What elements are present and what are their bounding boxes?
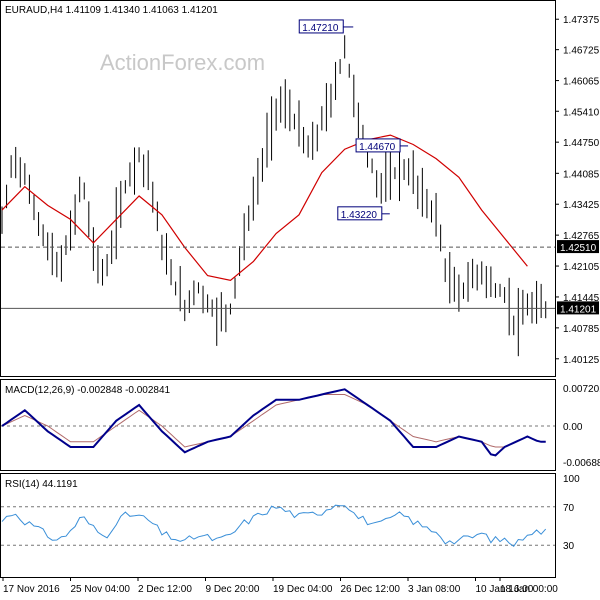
annotation-label: 1.44670 xyxy=(359,142,396,153)
level-price-box xyxy=(557,240,599,254)
rsi-y-axis: 100 70 30 xyxy=(563,474,580,552)
price-tick-label: 1.47375 xyxy=(563,15,600,26)
macd-main-line xyxy=(1,388,546,457)
rsi-lines xyxy=(1,504,555,548)
price-tick-label: 1.46725 xyxy=(563,46,600,57)
x-tick-label: 10 Jan 16:00 xyxy=(476,584,534,595)
annotation-box xyxy=(298,19,344,34)
level-price-box xyxy=(557,301,599,315)
macd-tick-label: -0.006888 xyxy=(563,458,600,469)
price-levels: 1.42510 1.41201 xyxy=(1,240,599,315)
macd-lines xyxy=(1,388,555,457)
price-tick-label: 1.45410 xyxy=(563,107,600,118)
price-tick-label: 1.42765 xyxy=(563,231,600,242)
macd-y-axis: 0.007201 0.00 -0.006888 xyxy=(563,384,600,469)
x-axis: 17 Nov 2016 25 Nov 04:00 2 Dec 12:00 9 Dec … xyxy=(2,577,558,595)
annotation-label: 1.43220 xyxy=(341,210,378,221)
moving-average xyxy=(1,134,528,281)
price-tick-label: 1.46065 xyxy=(563,77,600,88)
price-tick-label: 1.44085 xyxy=(563,169,600,180)
price-annotations: 1.47210 1.44670 1.43220 xyxy=(298,19,409,221)
moving-average-line xyxy=(1,134,528,281)
macd-panel-frame xyxy=(0,379,556,471)
x-tick-label: 9 Dec 20:00 xyxy=(206,584,260,595)
price-tick-label: 1.40125 xyxy=(563,355,600,366)
x-tick-label: 19 Dec 04:00 xyxy=(273,584,333,595)
rsi-line xyxy=(1,504,547,548)
rsi-tick-label: 70 xyxy=(563,503,575,514)
level-price-label: 1.41201 xyxy=(560,304,597,315)
macd-tick-label: 0.00 xyxy=(563,422,583,433)
price-tick-label: 1.42105 xyxy=(563,262,600,273)
x-tick-label: 18 Jan 00:00 xyxy=(500,584,558,595)
annotation-box xyxy=(337,206,383,221)
price-tick-label: 1.41445 xyxy=(563,293,600,304)
macd-tick-label: 0.007201 xyxy=(563,384,600,395)
price-tick-label: 1.43425 xyxy=(563,200,600,211)
price-y-axis: 1.47375 1.46725 1.46065 1.45410 1.44750 1.440… xyxy=(555,15,600,366)
symbol-ohlc-label: EURAUD,H4 1.41109 1.41340 1.41063 1.4120… xyxy=(5,5,218,16)
x-tick-label: 26 Dec 12:00 xyxy=(341,584,401,595)
rsi-tick-label: 30 xyxy=(563,541,575,552)
x-tick-label: 2 Dec 12:00 xyxy=(138,584,192,595)
annotation-box xyxy=(355,138,401,153)
price-panel-frame xyxy=(0,0,556,377)
x-tick-label: 3 Jan 08:00 xyxy=(408,584,461,595)
price-tick-label: 1.40785 xyxy=(563,324,600,335)
price-bars xyxy=(1,35,547,357)
watermark: ActionForex.com xyxy=(100,50,265,75)
x-tick-label: 17 Nov 2016 xyxy=(3,584,60,595)
rsi-tick-label: 100 xyxy=(563,474,580,485)
macd-title: MACD(12,26,9) -0.002848 -0.002841 xyxy=(5,385,171,396)
annotation-label: 1.47210 xyxy=(302,23,339,34)
rsi-panel-frame xyxy=(0,473,556,578)
rsi-title: RSI(14) 44.1191 xyxy=(5,479,78,490)
level-price-label: 1.42510 xyxy=(560,243,597,254)
x-tick-label: 25 Nov 04:00 xyxy=(71,584,131,595)
price-tick-label: 1.44750 xyxy=(563,138,600,149)
